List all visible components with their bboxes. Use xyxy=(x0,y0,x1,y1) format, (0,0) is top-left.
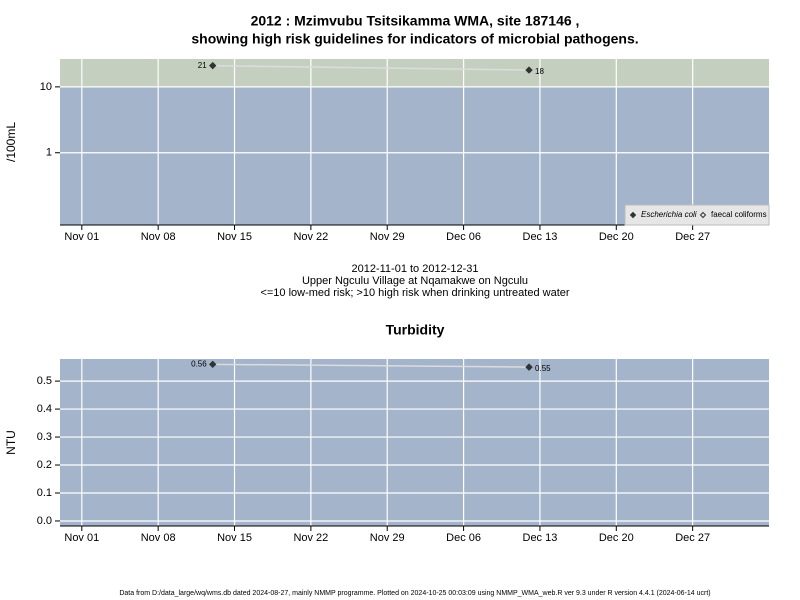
chart-title: showing high risk guidelines for indicat… xyxy=(191,31,638,47)
legend-label: Escherichia coli xyxy=(641,210,697,219)
x-tick-label: Nov 01 xyxy=(64,532,99,544)
legend-marker xyxy=(629,211,637,219)
x-tick-label: Dec 27 xyxy=(675,231,710,243)
x-tick-label: Nov 29 xyxy=(370,532,405,544)
x-tick-label: Dec 27 xyxy=(675,532,710,544)
y-tick-label: 1 xyxy=(46,147,52,159)
note: 2012-11-01 to 2012-12-31 xyxy=(351,263,478,275)
x-tick-label: Nov 29 xyxy=(370,231,405,243)
y-axis-label: NTU xyxy=(4,430,18,455)
x-tick-label: Nov 08 xyxy=(141,231,176,243)
x-tick-label: Nov 22 xyxy=(293,532,328,544)
x-tick-label: Dec 06 xyxy=(446,231,481,243)
data-label: 0.56 xyxy=(191,359,207,368)
plot-background xyxy=(60,359,769,526)
note: Upper Ngculu Village at Nqamakwe on Ngcu… xyxy=(302,275,528,287)
x-tick-label: Nov 15 xyxy=(217,532,252,544)
y-tick-label: 0.3 xyxy=(37,431,52,443)
note: <=10 low-med risk; >10 high risk when dr… xyxy=(260,287,569,299)
data-label: 0.55 xyxy=(535,364,551,373)
chart-title: Turbidity xyxy=(386,322,445,338)
y-tick-label: 0.0 xyxy=(37,515,52,527)
x-tick-label: Dec 13 xyxy=(523,532,558,544)
chart-title: 2012 : Mzimvubu Tsitsikamma WMA, site 18… xyxy=(251,13,580,29)
y-tick-label: 0.5 xyxy=(37,375,52,387)
data-point xyxy=(209,360,217,369)
y-tick-label: 10 xyxy=(40,81,52,93)
x-tick-label: Dec 13 xyxy=(523,231,558,243)
data-label: 21 xyxy=(198,61,207,70)
x-tick-label: Nov 08 xyxy=(141,532,176,544)
x-tick-label: Nov 15 xyxy=(217,231,252,243)
footer: Data from D:/data_large/wq/wms.db dated … xyxy=(119,590,710,597)
data-label: 18 xyxy=(535,67,544,76)
x-tick-label: Dec 06 xyxy=(446,532,481,544)
x-tick-label: Nov 01 xyxy=(64,231,99,243)
y-tick-label: 0.1 xyxy=(37,487,52,499)
series-line xyxy=(212,64,530,71)
y-tick-label: 0.4 xyxy=(37,403,52,415)
x-tick-label: Dec 20 xyxy=(599,231,634,243)
data-point xyxy=(525,363,533,371)
legend-label: faecal coliforms xyxy=(711,210,767,219)
x-tick-label: Dec 20 xyxy=(599,532,634,544)
legend-box xyxy=(624,204,770,226)
data-point xyxy=(525,66,533,74)
legend-marker xyxy=(699,211,707,219)
data-point xyxy=(209,61,217,70)
high-risk-band xyxy=(60,59,769,87)
y-axis-label: /100mL xyxy=(4,122,18,162)
x-tick-label: Nov 22 xyxy=(293,231,328,243)
series-line xyxy=(212,363,530,368)
y-tick-label: 0.2 xyxy=(37,459,52,471)
